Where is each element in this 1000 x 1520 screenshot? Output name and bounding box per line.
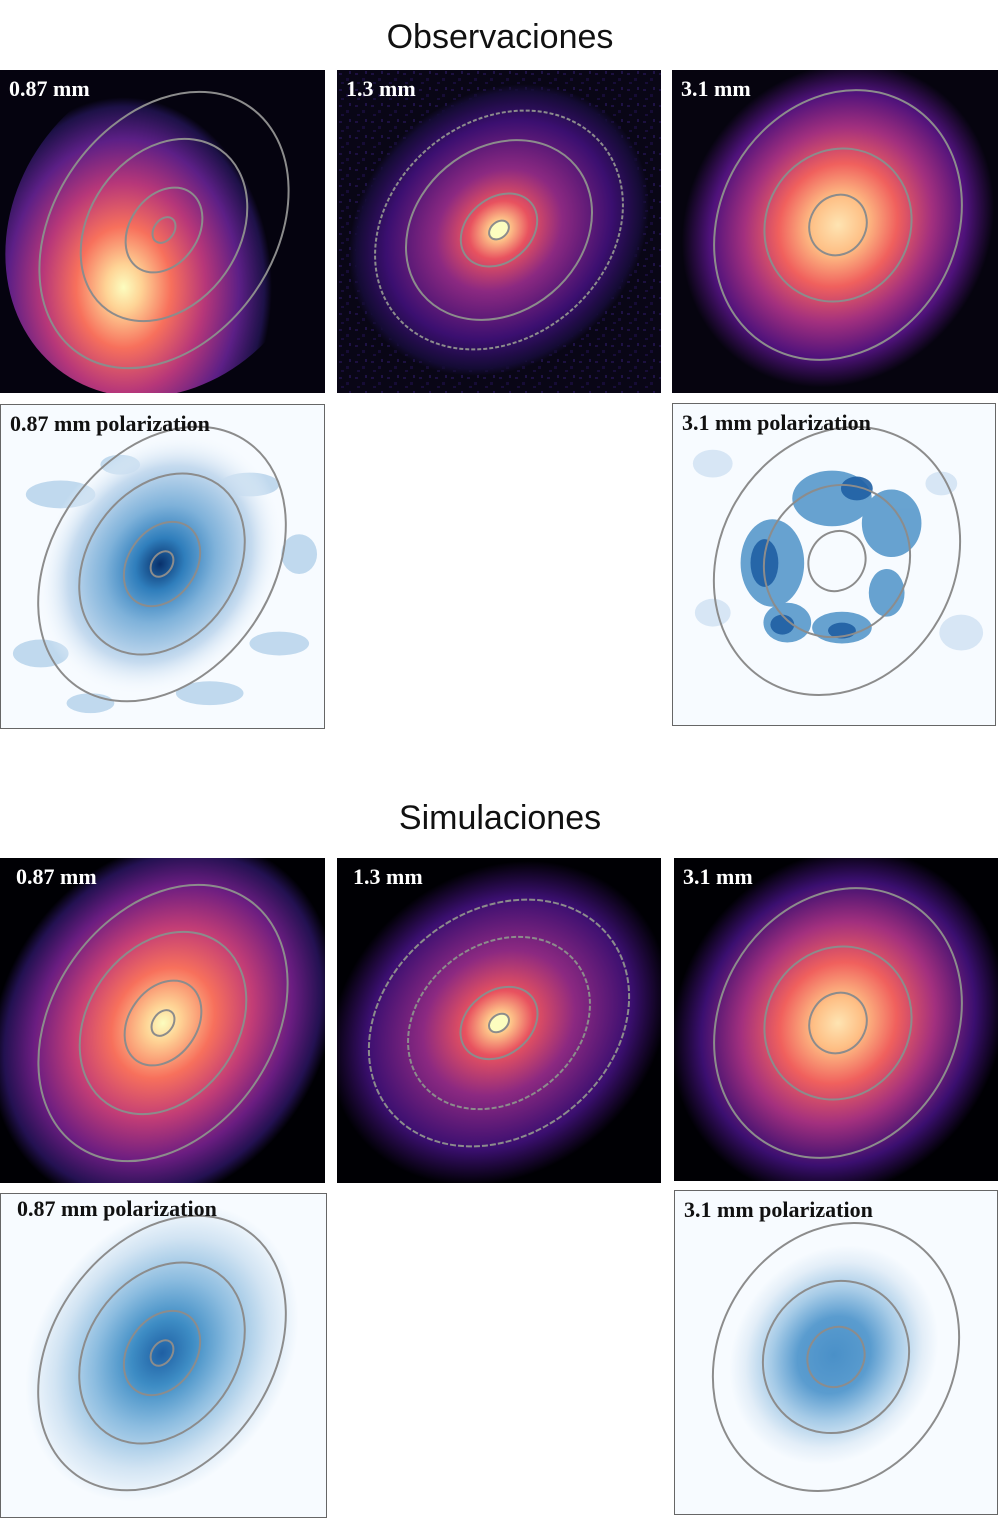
sim-intensity-13-panel: 1.3 mm [337, 858, 661, 1183]
sim-polarization-31-panel: 3.1 mm polarization [674, 1190, 998, 1515]
section-title-observations: Observaciones [386, 18, 614, 56]
obs-polarization-087-panel: 0.87 mm polarization [0, 404, 325, 729]
obs-intensity-31-panel: 3.1 mm [672, 70, 998, 393]
panel-label: 0.87 mm polarization [10, 411, 210, 436]
panel-label: 3.1 mm [681, 76, 751, 101]
sim-polarization-087-panel: 0.87 mm polarization [0, 1193, 327, 1518]
panel-label: 1.3 mm [353, 864, 423, 889]
panel-label: 0.87 mm [16, 864, 97, 889]
panel-label: 1.3 mm [346, 76, 416, 101]
obs-polarization-31-panel: 3.1 mm polarization [672, 403, 996, 726]
sim-intensity-31-map [674, 858, 998, 1181]
obs-polarization-087-map [1, 405, 324, 728]
sim-intensity-31-panel: 3.1 mm [674, 858, 998, 1181]
sim-intensity-087-map [0, 858, 325, 1183]
panel-label: 3.1 mm polarization [684, 1197, 873, 1222]
obs-intensity-13-map [337, 70, 661, 393]
sim-polarization-087-map [1, 1194, 326, 1517]
section-title-simulations: Simulaciones [398, 799, 602, 837]
obs-intensity-087-panel: 0.87 mm [0, 70, 325, 393]
obs-intensity-31-map [672, 70, 998, 393]
panel-label: 0.87 mm [9, 76, 90, 101]
panel-label: 3.1 mm [683, 864, 753, 889]
obs-polarization-31-map [673, 404, 995, 725]
obs-intensity-13-panel: 1.3 mm [337, 70, 661, 393]
panel-label: 0.87 mm polarization [17, 1196, 217, 1221]
obs-intensity-087-map [0, 70, 325, 393]
sim-polarization-31-map [675, 1191, 997, 1514]
sim-intensity-087-panel: 0.87 mm [0, 858, 325, 1183]
panel-label: 3.1 mm polarization [682, 410, 871, 435]
sim-intensity-13-map [337, 858, 661, 1183]
